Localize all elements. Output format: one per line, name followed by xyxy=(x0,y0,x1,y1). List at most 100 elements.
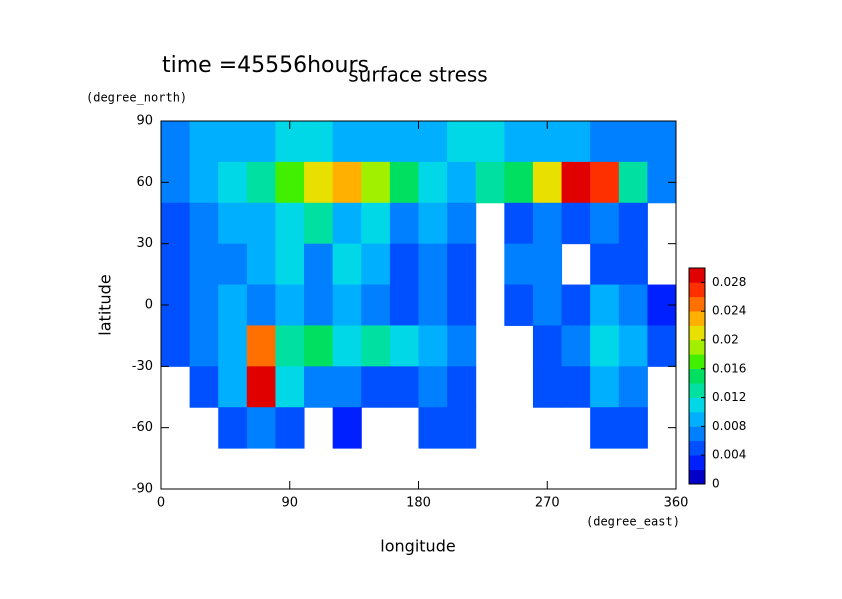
y-tick-label: 30 xyxy=(136,236,153,251)
cell xyxy=(304,121,334,163)
cell xyxy=(532,284,563,326)
cell xyxy=(189,202,219,245)
cell xyxy=(561,202,591,245)
x-axis-label: longitude xyxy=(380,537,455,556)
cell xyxy=(532,243,563,286)
y-tick-label: 60 xyxy=(136,175,153,190)
colorbar-segment xyxy=(689,469,705,485)
cell xyxy=(561,366,591,408)
colorbar-tick-label: 0.012 xyxy=(712,390,746,404)
cell xyxy=(590,284,620,326)
cell xyxy=(161,202,191,245)
colorbar-frame xyxy=(688,267,706,485)
cell xyxy=(332,202,362,245)
cell xyxy=(418,366,448,408)
chart-subtitle: time =45556hours xyxy=(162,53,369,78)
colorbar-segment xyxy=(689,282,705,298)
cell xyxy=(304,366,334,408)
cell xyxy=(475,121,505,163)
cell xyxy=(618,284,648,326)
cell xyxy=(389,202,419,245)
cell xyxy=(189,161,219,204)
colorbar-segment xyxy=(689,325,705,341)
cell xyxy=(561,325,591,367)
y-tick-label: -30 xyxy=(132,359,153,374)
cell xyxy=(275,407,305,449)
cell xyxy=(590,407,620,449)
cell xyxy=(447,202,477,245)
cell xyxy=(189,366,219,408)
cell xyxy=(590,366,620,408)
cell xyxy=(246,366,276,408)
cell xyxy=(447,161,477,204)
axes: 0 90 180 270 360 -90 -60 -30 0 30 60 90 0 0.004 0.008 0… xyxy=(132,114,747,511)
cell xyxy=(389,284,419,326)
cell xyxy=(504,161,534,204)
colorbar-segment xyxy=(689,412,705,427)
cell xyxy=(275,284,305,326)
cell xyxy=(275,243,305,286)
cell xyxy=(304,325,334,367)
cell xyxy=(246,284,276,326)
cell xyxy=(246,407,276,449)
cell xyxy=(332,366,362,408)
field xyxy=(161,121,677,449)
y-units: (degree_north) xyxy=(86,91,187,105)
cell xyxy=(389,325,419,367)
cell xyxy=(218,366,248,408)
cell xyxy=(304,243,334,286)
colorbar-segment xyxy=(689,368,705,384)
cell xyxy=(275,366,305,408)
colorbar-segment xyxy=(689,311,705,326)
cell xyxy=(418,161,448,204)
cell xyxy=(590,325,620,367)
cell xyxy=(246,202,276,245)
cell xyxy=(389,121,419,163)
x-tick-label: 180 xyxy=(406,496,431,511)
colorbar-tick-label: 0.016 xyxy=(712,361,746,375)
cell xyxy=(618,202,648,245)
y-tick-label: -90 xyxy=(132,482,153,497)
cell xyxy=(447,243,477,286)
cell xyxy=(332,407,362,449)
cell xyxy=(590,243,620,286)
cell xyxy=(418,407,448,449)
cell xyxy=(246,243,276,286)
cell xyxy=(332,284,362,326)
cell xyxy=(447,325,477,367)
cell xyxy=(447,121,477,163)
cell xyxy=(389,161,419,204)
cell xyxy=(618,161,648,204)
colorbar-segment xyxy=(689,296,705,312)
cell xyxy=(361,202,391,245)
cell xyxy=(418,202,448,245)
x-tick-label: 90 xyxy=(281,496,298,511)
cell xyxy=(561,121,591,163)
colorbar-segment xyxy=(689,426,705,442)
cell xyxy=(246,121,276,163)
cell xyxy=(189,325,219,367)
cell xyxy=(304,161,334,204)
cell xyxy=(218,325,248,367)
colorbar-tick-label: 0.008 xyxy=(712,419,746,433)
cell xyxy=(618,121,648,163)
cell xyxy=(504,202,534,245)
x-tick-label: 270 xyxy=(535,496,560,511)
cell xyxy=(590,161,620,204)
cell xyxy=(275,325,305,367)
cell xyxy=(418,121,448,163)
cell xyxy=(447,284,477,326)
cell xyxy=(647,121,677,163)
cell xyxy=(475,161,505,204)
cell xyxy=(189,243,219,286)
colorbar-segment xyxy=(689,397,705,413)
cell xyxy=(332,121,362,163)
cell xyxy=(418,243,448,286)
cell xyxy=(532,325,563,367)
chart-title: surface stress xyxy=(348,63,487,87)
cell xyxy=(504,243,534,286)
cell xyxy=(504,284,534,326)
colorbar-segment xyxy=(689,354,705,370)
cell xyxy=(246,161,276,204)
cell xyxy=(447,407,477,449)
